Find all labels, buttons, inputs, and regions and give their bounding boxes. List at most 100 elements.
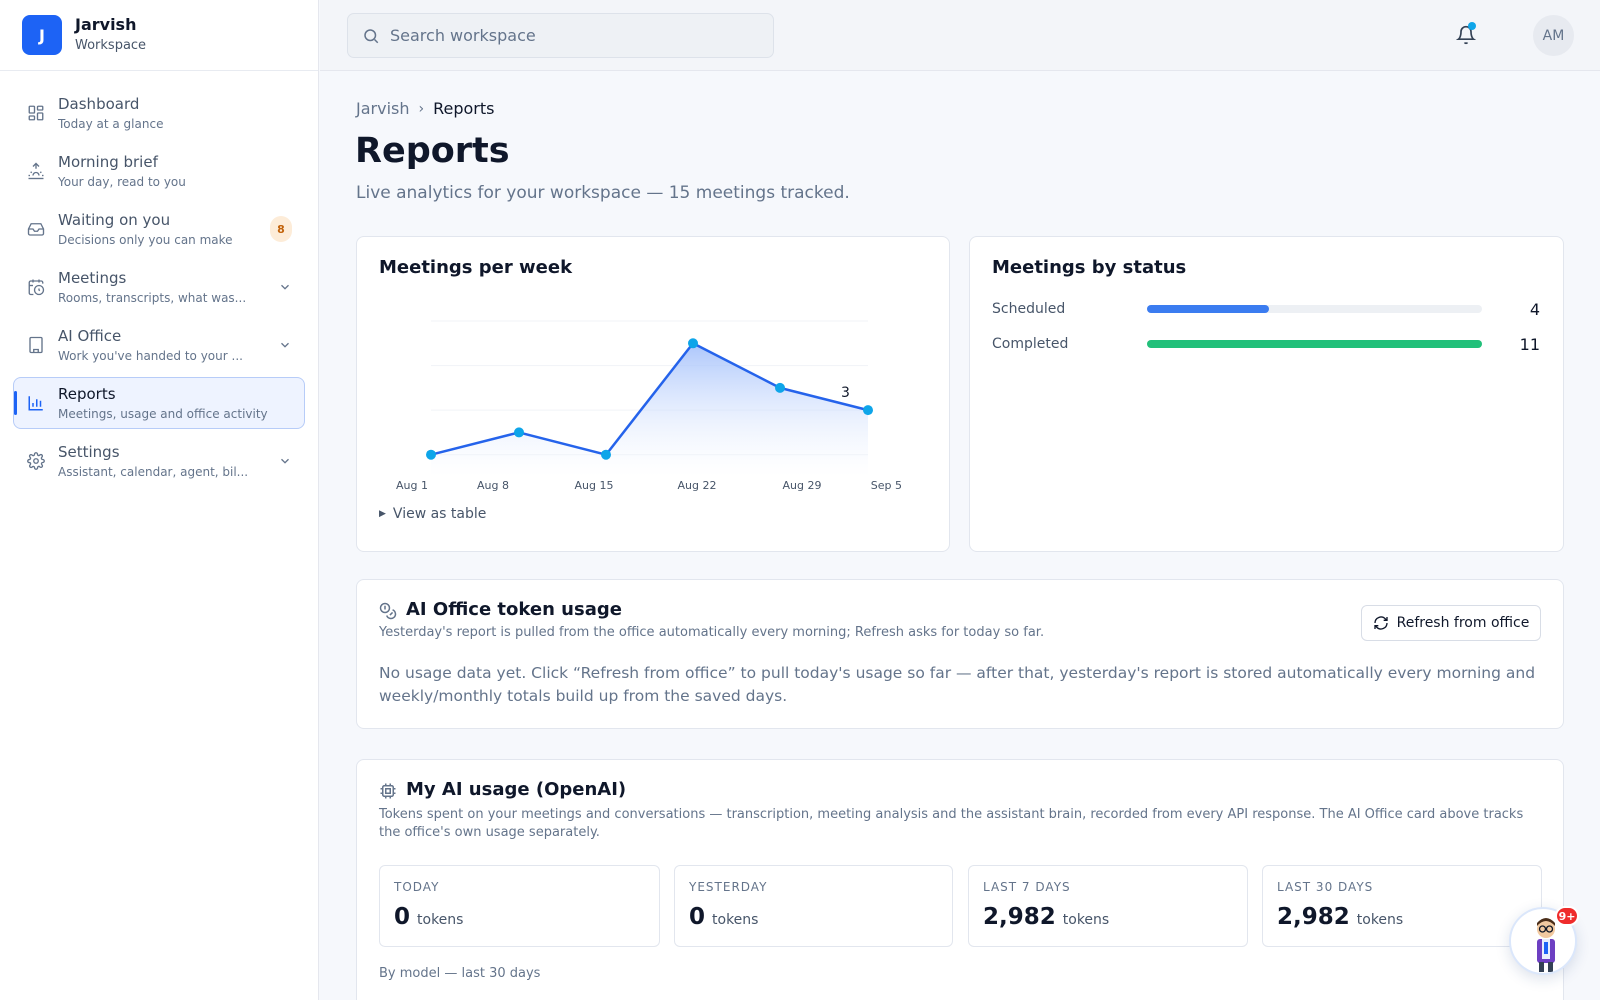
- sidebar-item-desc: Work you've handed to your ...: [58, 348, 243, 363]
- sidebar: J Jarvish Workspace Dashboard Today at a…: [0, 0, 319, 1000]
- card-description: Tokens spent on your meetings and conver…: [379, 807, 1524, 840]
- stat-label: LAST 30 DAYS: [1277, 880, 1374, 894]
- sidebar-item-desc: Assistant, calendar, agent, bil...: [58, 464, 249, 479]
- chart-point-aug-22[interactable]: [688, 338, 698, 349]
- meetings-per-week-card: Meetings per week 3 Aug 1 Aug 8 Aug 15 Aug …: [356, 236, 950, 552]
- stat-last-30-days: LAST 30 DAYS 2,982 tokens: [1262, 865, 1542, 947]
- sidebar-item-label: Morning brief: [58, 152, 158, 171]
- refresh-button-label: Refresh from office: [1396, 615, 1530, 631]
- sidebar-item-desc: Rooms, transcripts, what was...: [58, 290, 247, 305]
- stat-unit: tokens: [712, 912, 759, 928]
- page-title: Reports: [355, 131, 510, 171]
- gear-icon: [27, 452, 45, 470]
- sidebar-item-reports[interactable]: Reports Meetings, usage and office activ…: [13, 377, 305, 429]
- breadcrumb-separator: ›: [418, 100, 425, 117]
- building-icon: [29, 336, 43, 354]
- assistant-avatar-icon: [1537, 918, 1555, 972]
- assistant-notification-badge: 9+: [1555, 906, 1579, 926]
- chart-point-aug-29[interactable]: [775, 382, 785, 393]
- search-input[interactable]: [390, 26, 750, 45]
- calendar-clock-icon: [28, 279, 45, 296]
- stat-last-7-days: LAST 7 DAYS 2,982 tokens: [968, 865, 1248, 947]
- inbox-icon: [27, 223, 45, 236]
- grid-icon: [28, 105, 44, 121]
- x-tick-label: Aug 22: [678, 479, 717, 492]
- sidebar-item-label: Settings: [58, 442, 120, 461]
- sidebar-item-ai-office[interactable]: AI Office Work you've handed to your ...: [13, 319, 305, 371]
- card-title: AI Office token usage: [406, 599, 622, 620]
- stat-today: TODAY 0 tokens: [379, 865, 660, 947]
- stat-number: 2,982: [983, 904, 1056, 930]
- chart-point-aug-1[interactable]: [426, 449, 436, 460]
- stat-number: 2,982: [1277, 904, 1350, 930]
- chart-data-label: 3: [841, 385, 850, 401]
- sidebar-item-dashboard[interactable]: Dashboard Today at a glance: [13, 87, 305, 139]
- status-bar-fill: [1147, 340, 1482, 348]
- bell-icon[interactable]: [1456, 24, 1476, 46]
- view-as-table-label: View as table: [392, 506, 487, 522]
- empty-state-text: No usage data yet. Click “Refresh from o…: [379, 664, 1536, 705]
- chevron-down-icon[interactable]: [278, 454, 292, 468]
- sidebar-item-desc: Today at a glance: [58, 116, 164, 131]
- sidebar-item-desc: Your day, read to you: [58, 174, 186, 189]
- brand-subtitle: Workspace: [75, 38, 147, 53]
- x-tick-label: Aug 8: [477, 479, 509, 492]
- sidebar-item-waiting-on-you[interactable]: Waiting on you Decisions only you can ma…: [13, 203, 305, 255]
- sidebar-item-desc: Decisions only you can make: [58, 232, 233, 247]
- status-bar-fill: [1147, 305, 1269, 313]
- sidebar-item-label: AI Office: [58, 326, 122, 345]
- my-ai-usage-card: My AI usage (OpenAI) Tokens spent on you…: [356, 759, 1564, 1000]
- card-title: My AI usage (OpenAI): [406, 779, 627, 800]
- bar-chart-icon: [28, 396, 43, 411]
- page-subtitle: Live analytics for your workspace — 15 m…: [356, 183, 850, 203]
- x-tick-label: Sep 5: [871, 479, 902, 492]
- breadcrumb-root-link[interactable]: Jarvish: [356, 99, 410, 118]
- sidebar-item-morning-brief[interactable]: Morning brief Your day, read to you: [13, 145, 305, 197]
- status-value: 11: [1519, 334, 1540, 354]
- chart-point-aug-8[interactable]: [514, 427, 524, 438]
- stat-unit: tokens: [1062, 912, 1110, 928]
- brand[interactable]: J Jarvish Workspace: [0, 0, 318, 71]
- sidebar-item-desc: Meetings, usage and office activity: [58, 406, 268, 421]
- topbar: AM: [320, 0, 1600, 71]
- breadcrumb: Jarvish › Reports: [356, 99, 494, 118]
- card-title: Meetings per week: [379, 257, 573, 278]
- x-tick-label: Aug 15: [575, 479, 614, 492]
- search-box[interactable]: [347, 13, 774, 58]
- chevron-down-icon[interactable]: [278, 338, 292, 352]
- chart-point-sep-5[interactable]: [863, 405, 873, 416]
- status-row-completed: Completed 11: [992, 334, 1540, 354]
- status-value: 4: [1529, 299, 1540, 319]
- avatar[interactable]: AM: [1533, 15, 1574, 56]
- count-badge: 8: [270, 216, 292, 242]
- caret-right-icon: ▶: [379, 509, 386, 519]
- refresh-from-office-button[interactable]: Refresh from office: [1361, 605, 1541, 641]
- sidebar-item-label: Dashboard: [58, 94, 140, 113]
- status-label: Completed: [992, 336, 1069, 352]
- coins-icon: [379, 602, 397, 620]
- sidebar-item-meetings[interactable]: Meetings Rooms, transcripts, what was...: [13, 261, 305, 313]
- chart-area: [431, 343, 868, 477]
- stat-label: YESTERDAY: [689, 880, 768, 894]
- sidebar-nav: Dashboard Today at a glance Morning brie…: [0, 71, 318, 487]
- chart-point-aug-15[interactable]: [601, 449, 611, 460]
- main-content: Jarvish › Reports Reports Live analytics…: [320, 71, 1600, 1000]
- status-row-scheduled: Scheduled 4: [992, 299, 1540, 319]
- sidebar-item-label: Meetings: [58, 268, 127, 287]
- cpu-icon: [380, 783, 396, 799]
- x-tick-label: Aug 29: [783, 479, 822, 492]
- refresh-icon: [1373, 616, 1388, 630]
- stat-label: TODAY: [394, 880, 440, 894]
- chevron-down-icon[interactable]: [278, 280, 292, 294]
- stat-label: LAST 7 DAYS: [983, 880, 1071, 894]
- stat-number: 0: [689, 904, 706, 930]
- view-as-table-toggle[interactable]: ▶ View as table: [379, 506, 486, 522]
- meetings-by-status-card: Meetings by status Scheduled 4 Completed…: [969, 236, 1564, 552]
- brand-name: Jarvish: [75, 15, 137, 34]
- ai-office-token-usage-card: AI Office token usage Yesterday's report…: [356, 579, 1564, 729]
- stat-number: 0: [394, 904, 411, 930]
- search-icon: [364, 28, 379, 43]
- status-bar-track: [1147, 305, 1482, 313]
- sidebar-item-label: Reports: [58, 384, 116, 403]
- sidebar-item-settings[interactable]: Settings Assistant, calendar, agent, bil…: [13, 435, 305, 487]
